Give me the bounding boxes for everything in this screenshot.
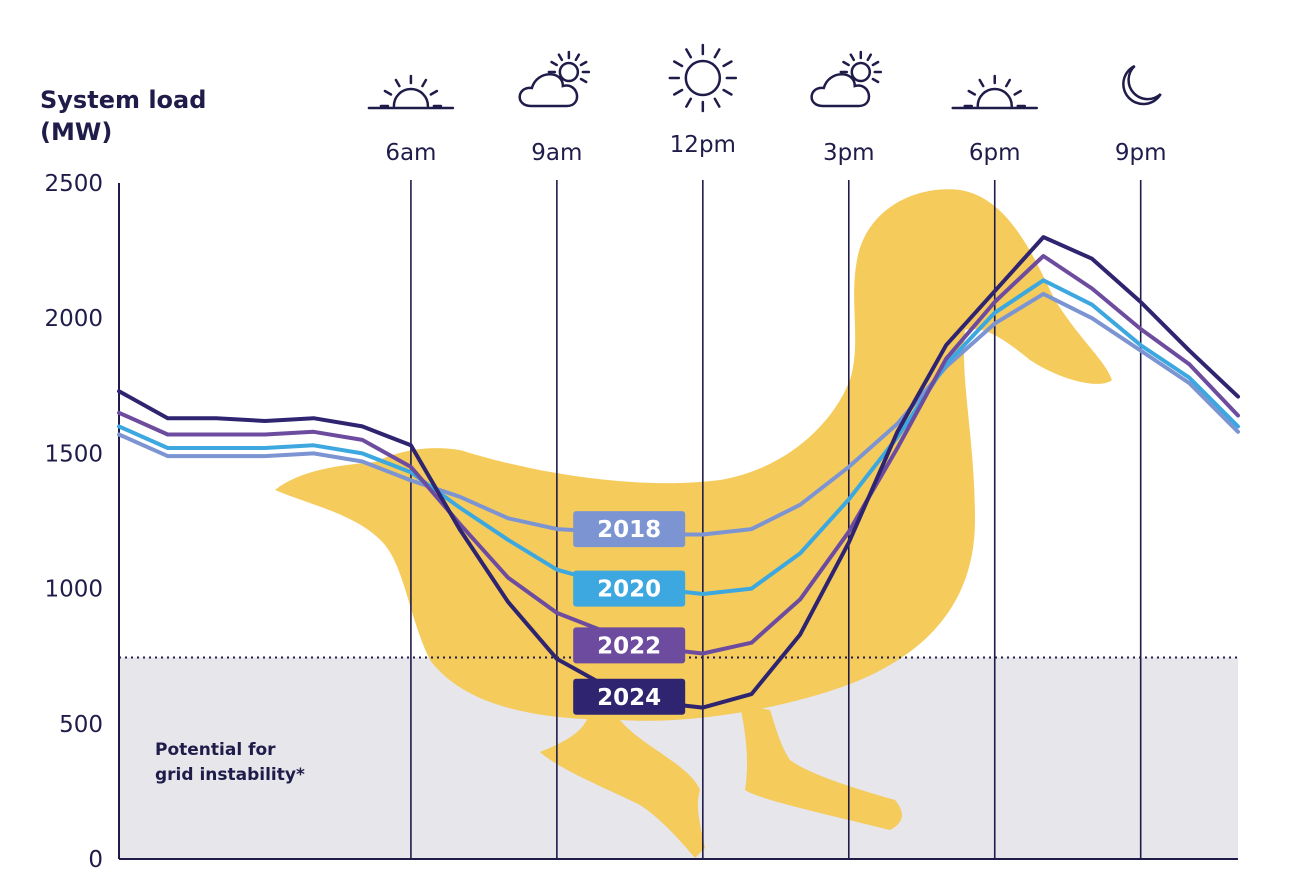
y-tick-label: 0	[88, 847, 103, 873]
y-tick-label: 2000	[44, 306, 103, 332]
series-tag-background	[573, 570, 686, 607]
sunrise-icon	[367, 74, 455, 110]
y-tick-label: 1000	[44, 577, 103, 603]
time-icons	[367, 43, 1162, 113]
series-tag-2024: 2024	[573, 678, 686, 715]
time-label: 6am	[385, 140, 436, 166]
time-gridlines	[410, 180, 1142, 859]
grid-instability-label-line-2: grid instability*	[155, 765, 305, 785]
grid-instability-label-line-1: Potential for	[155, 740, 276, 760]
series-tag-label: 2024	[597, 685, 661, 711]
y-tick-label: 1500	[44, 441, 103, 467]
time-label: 9am	[531, 140, 582, 166]
y-axis-title-line-2: (MW)	[40, 118, 113, 146]
series-tag-label: 2020	[597, 577, 661, 603]
series-tag-background	[573, 627, 686, 664]
series-tag-2018: 2018	[573, 511, 686, 548]
series-tag-background	[573, 511, 686, 548]
time-label: 3pm	[823, 140, 875, 166]
y-axis-title-line-1: System load	[40, 86, 207, 114]
time-label: 12pm	[670, 132, 736, 158]
partly-cloudy-icon	[518, 50, 591, 108]
grid-instability-label: Potential for grid instability*	[155, 738, 305, 788]
y-tick-label: 500	[59, 712, 103, 738]
series-tag-background	[573, 678, 686, 715]
time-labels: 6am 9am 12pm 3pm 6pm 9pm	[385, 132, 1166, 166]
series-tag-2022: 2022	[573, 627, 686, 664]
y-axis-title: System load (MW)	[40, 84, 206, 148]
series-tags: 2018 2020 2022 2024	[573, 511, 686, 715]
series-tag-label: 2018	[597, 517, 661, 543]
series-tag-label: 2022	[597, 633, 661, 659]
partly-cloudy-icon	[810, 50, 883, 108]
sunset-icon	[951, 74, 1038, 110]
sun-icon	[668, 43, 738, 113]
duck-foot-left	[540, 712, 705, 858]
duck-body	[275, 189, 1112, 721]
y-tick-labels: 0 500 1000 1500 2000 2500	[44, 171, 103, 873]
duck-illustration	[275, 189, 1112, 858]
time-label: 9pm	[1115, 140, 1167, 166]
time-label: 6pm	[969, 140, 1021, 166]
moon-icon	[1122, 64, 1162, 106]
y-tick-label: 2500	[44, 171, 103, 197]
series-tag-2020: 2020	[573, 570, 686, 607]
duck-foot-right	[740, 705, 902, 830]
